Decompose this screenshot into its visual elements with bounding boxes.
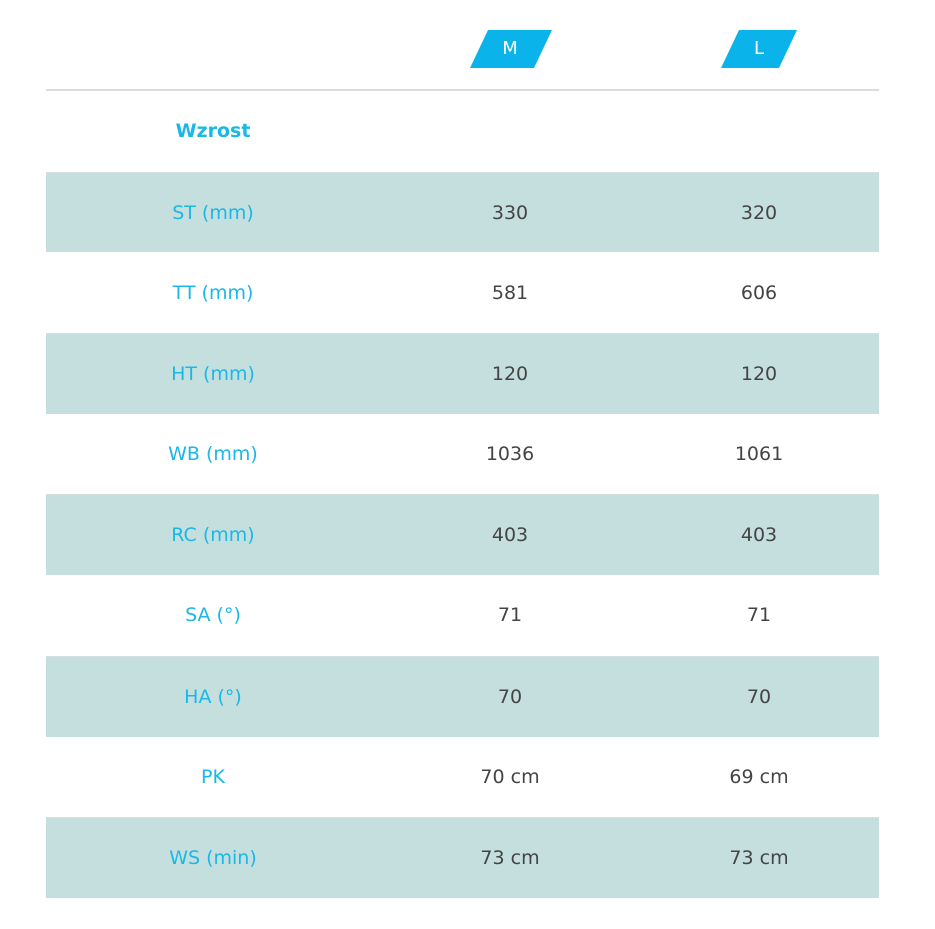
- value-m: 1036: [485, 443, 535, 466]
- value-l: 1061: [734, 443, 784, 466]
- row-label: TT (mm): [172, 281, 254, 304]
- table-row: WS (min) 73 cm 73 cm: [46, 817, 879, 898]
- table-row: Wzrost: [46, 91, 879, 172]
- row-label: HT (mm): [171, 362, 255, 385]
- table-row: HT (mm) 120 120: [46, 333, 879, 414]
- value-l: 606: [740, 281, 778, 304]
- row-label: SA (°): [185, 604, 241, 627]
- value-l: 73 cm: [729, 847, 789, 870]
- row-label: ST (mm): [172, 201, 254, 224]
- row-label: RC (mm): [171, 524, 255, 547]
- size-header-l: L: [721, 30, 801, 68]
- value-l: 320: [740, 201, 778, 224]
- value-l: 70: [746, 685, 772, 708]
- parallelogram-badge-icon: [721, 30, 797, 68]
- value-m: 70: [497, 685, 523, 708]
- value-l: 403: [740, 524, 778, 547]
- value-l: 120: [740, 362, 778, 385]
- table-row: TT (mm) 581 606: [46, 252, 879, 333]
- row-label: WS (min): [169, 847, 257, 870]
- row-label: PK: [201, 765, 225, 788]
- table-row: WB (mm) 1036 1061: [46, 414, 879, 495]
- row-label: WB (mm): [168, 443, 258, 466]
- table-row: PK 70 cm 69 cm: [46, 737, 879, 818]
- value-l: 69 cm: [729, 765, 789, 788]
- value-l: [659, 91, 859, 172]
- value-l: 71: [746, 604, 772, 627]
- geometry-table: Wzrost ST (mm) 330 320 TT (mm) 581 606 HT (mm) 1…: [46, 89, 879, 898]
- size-label: L: [753, 38, 765, 59]
- value-m: 403: [491, 524, 529, 547]
- value-m: 71: [497, 604, 523, 627]
- value-m: 73 cm: [480, 847, 540, 870]
- value-m: 70 cm: [480, 765, 540, 788]
- parallelogram-badge-icon: [470, 30, 552, 68]
- table-row: RC (mm) 403 403: [46, 494, 879, 576]
- row-label: HA (°): [184, 685, 242, 708]
- value-m: 330: [491, 201, 529, 224]
- table-row: ST (mm) 330 320: [46, 171, 879, 253]
- table-row: HA (°) 70 70: [46, 655, 879, 737]
- size-header-m: M: [470, 30, 552, 68]
- table-row: SA (°) 71 71: [46, 575, 879, 656]
- size-label: M: [502, 38, 518, 59]
- value-m: 581: [491, 281, 529, 304]
- value-m: [410, 91, 610, 172]
- row-label: Wzrost: [175, 120, 251, 143]
- value-m: 120: [491, 362, 529, 385]
